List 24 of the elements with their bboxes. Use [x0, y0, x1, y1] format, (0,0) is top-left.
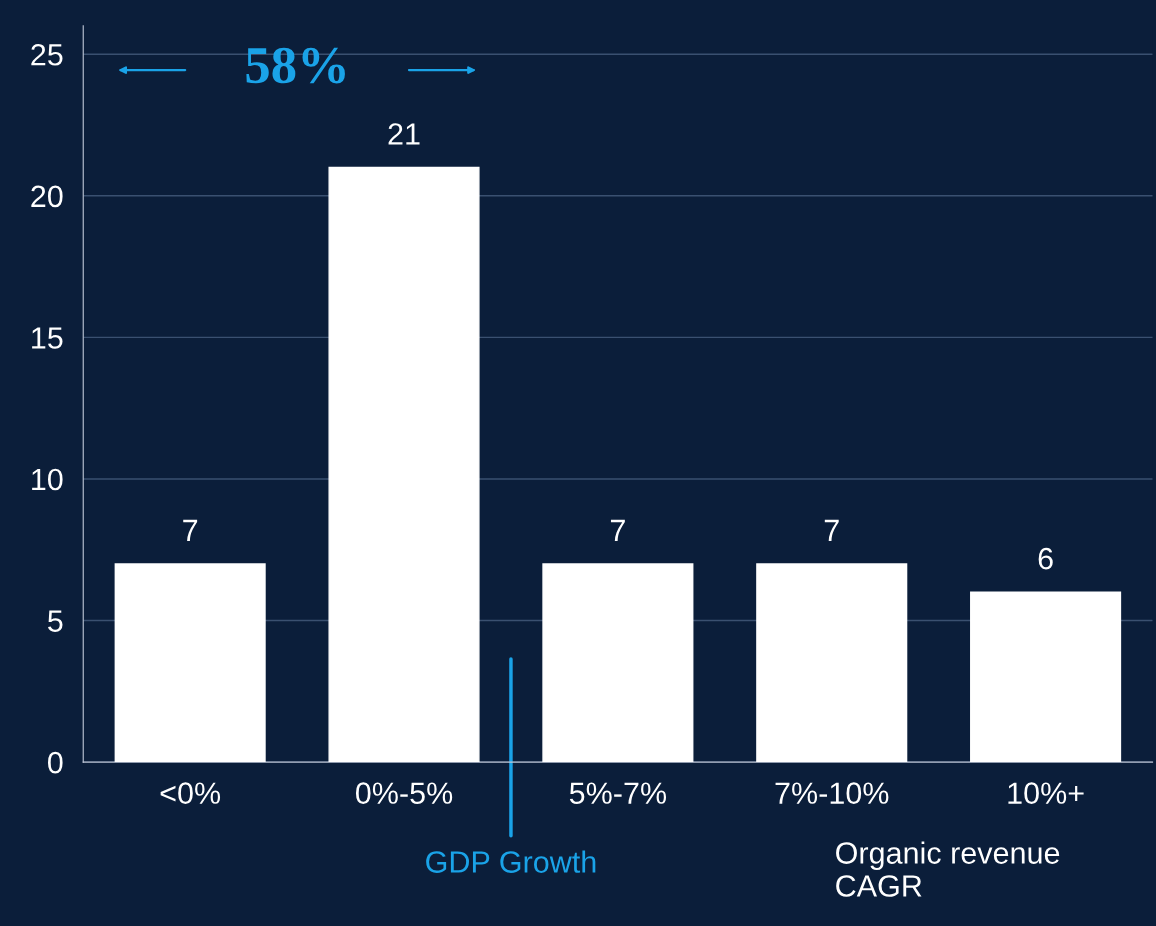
data-label: 7 [610, 519, 625, 541]
x-tick-label: 0%-5% [355, 782, 453, 804]
y-tick-label: 25 [31, 43, 63, 66]
data-label: 7 [824, 519, 839, 541]
y-tick-label: 15 [32, 327, 63, 349]
y-tick-label: 5 [48, 610, 63, 632]
bar [970, 591, 1122, 763]
y-tick-label: 10 [32, 468, 63, 491]
x-tick-label: 5%-7% [569, 782, 667, 804]
data-label: 21 [388, 123, 420, 145]
data-label: 6 [1038, 547, 1053, 570]
bar [756, 563, 908, 763]
y-tick-label: 20 [31, 185, 63, 208]
x-tick-label: 7%-10% [775, 782, 889, 804]
bar [114, 563, 266, 763]
x-tick-label: <0% [160, 782, 221, 804]
bar [328, 166, 480, 763]
annotation: 58% [246, 47, 345, 84]
x-axis-title: Organic revenue CAGR [836, 841, 1060, 897]
y-tick-label: 0 [47, 751, 63, 774]
x-tick-label: 10%+ [1008, 782, 1084, 804]
bar [542, 563, 694, 763]
text: GDP Growth [426, 850, 596, 873]
data-label: 7 [183, 519, 198, 541]
